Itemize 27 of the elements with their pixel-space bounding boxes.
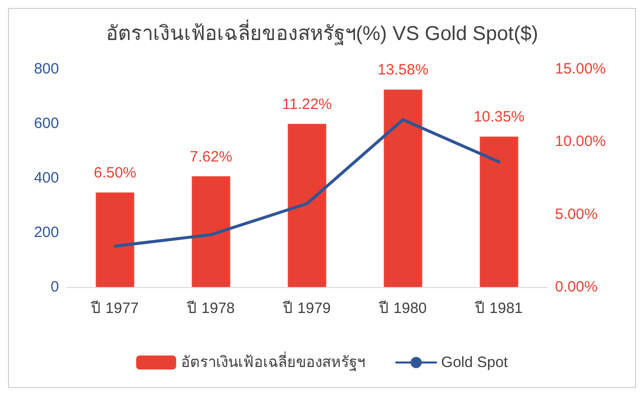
bar [192, 176, 230, 287]
y2-tick-label: 15.00% [555, 60, 606, 78]
data-label: 11.22% [282, 96, 332, 113]
x-tick-label: ปี 1980 [378, 300, 427, 317]
y2-tick-label: 5.00% [555, 206, 598, 223]
x-tick-label: ปี 1978 [186, 300, 235, 317]
x-tick-label: ปี 1977 [90, 300, 139, 317]
legend-label: อัตราเงินเฟ้อเฉลี่ยของสหรัฐฯ [181, 351, 366, 371]
y-tick-label: 200 [34, 224, 59, 241]
x-tick-label: ปี 1981 [474, 300, 523, 317]
x-tick-label: ปี 1979 [282, 300, 331, 317]
bar [96, 192, 134, 287]
data-label: 13.58% [378, 62, 428, 79]
chart-title: อัตราเงินเฟ้อเฉลี่ยของสหรัฐฯ(%) VS Gold Spot($) [106, 19, 538, 45]
y-tick-label: 800 [34, 60, 59, 78]
y2-tick-label: 10.00% [555, 133, 606, 150]
bar [288, 124, 326, 287]
legend-label: Gold Spot [441, 354, 509, 371]
y2-tick-label: 0.00% [555, 278, 598, 296]
y-tick-label: 600 [34, 115, 59, 132]
data-label: 10.35% [474, 108, 524, 126]
data-label: 7.62% [190, 148, 232, 166]
y-tick-label: 0 [50, 278, 59, 296]
y-tick-label: 400 [34, 170, 59, 186]
data-label: 6.50% [94, 164, 136, 182]
bar [384, 90, 422, 287]
bar [480, 136, 518, 287]
